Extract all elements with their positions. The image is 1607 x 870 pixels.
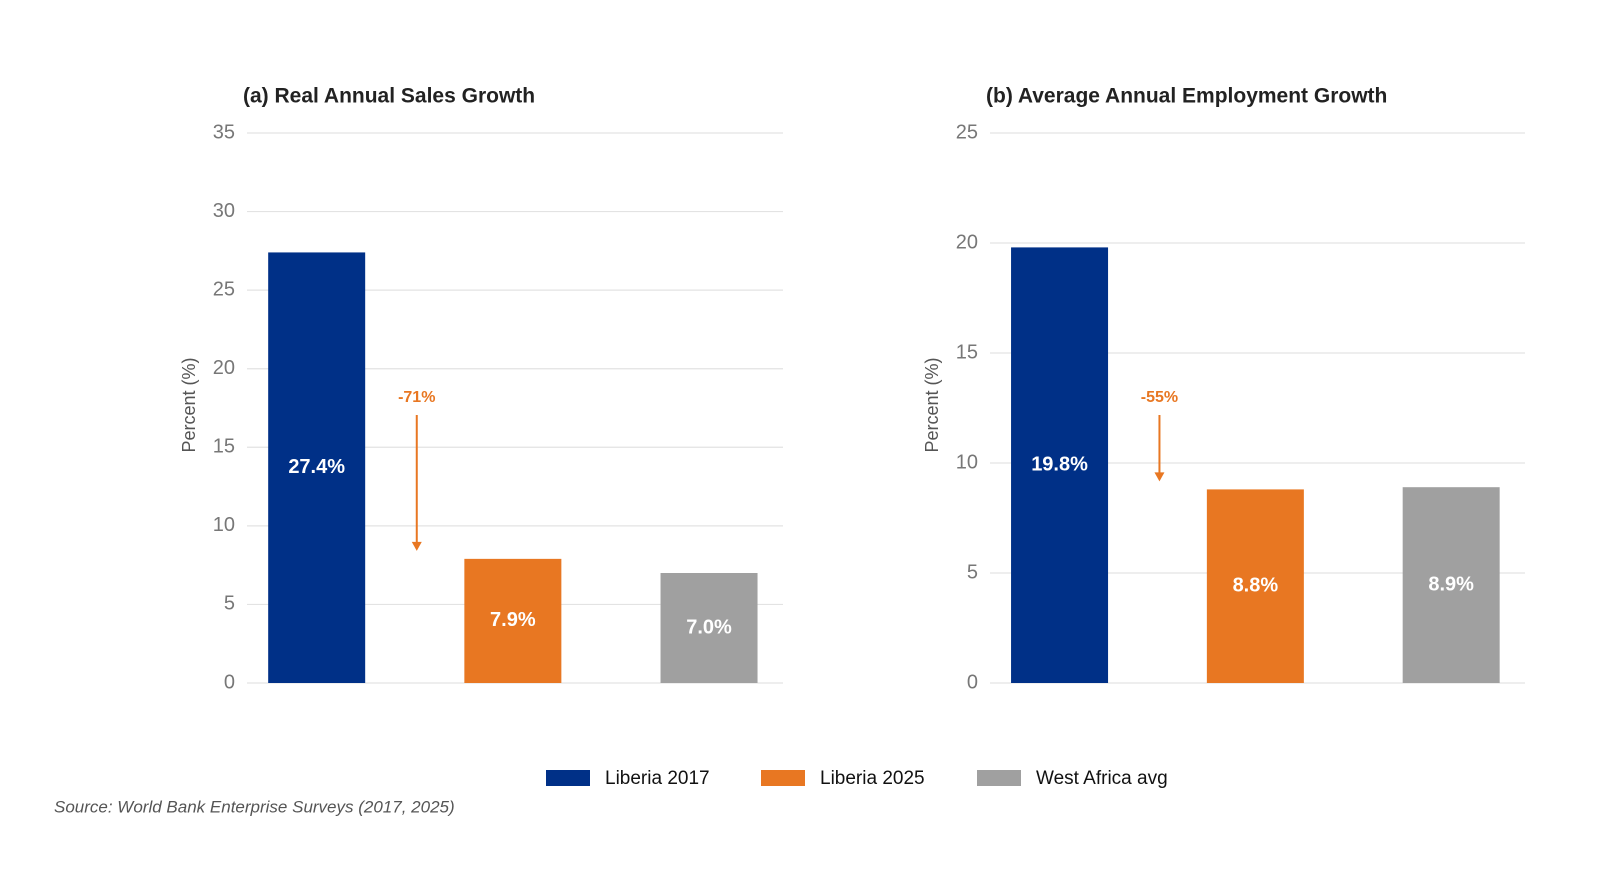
annotation: -71% — [398, 389, 435, 406]
value-label: 7.0% — [686, 616, 732, 638]
y-tick-label: 5 — [224, 593, 235, 615]
y-tick-label: 15 — [213, 436, 235, 458]
y-tick-label: 30 — [213, 200, 235, 222]
y-tick-label: 15 — [956, 341, 978, 363]
legend-label: Liberia 2025 — [820, 768, 925, 789]
value-label: 7.9% — [490, 609, 536, 631]
chart-title: (b) Average Annual Employment Growth — [986, 85, 1387, 108]
value-label: 8.9% — [1428, 573, 1474, 595]
y-tick-label: 25 — [956, 121, 978, 143]
y-tick-label: 10 — [213, 514, 235, 536]
y-axis-label: Percent (%) — [922, 357, 942, 452]
bar — [660, 573, 758, 683]
source-note: Source: World Bank Enterprise Surveys (2… — [54, 797, 455, 816]
y-tick-label: 5 — [967, 561, 978, 583]
legend-label: Liberia 2017 — [605, 768, 710, 789]
legend-swatch — [546, 770, 590, 786]
y-tick-label: 25 — [213, 278, 235, 300]
y-axis-label: Percent (%) — [179, 357, 199, 452]
value-label: 19.8% — [1031, 453, 1088, 475]
value-label: 27.4% — [288, 456, 345, 478]
y-tick-label: 0 — [224, 671, 235, 693]
y-tick-label: 35 — [213, 121, 235, 143]
value-label: 8.8% — [1233, 574, 1279, 596]
bar — [1011, 247, 1109, 683]
bar — [464, 558, 562, 683]
annotation-arrowhead — [1154, 472, 1165, 482]
bar — [268, 252, 366, 683]
y-tick-label: 20 — [213, 357, 235, 379]
legend-label: West Africa avg — [1036, 768, 1168, 789]
chart-title: (a) Real Annual Sales Growth — [243, 85, 535, 108]
bar — [1206, 489, 1304, 683]
bar — [1402, 487, 1500, 683]
annotation: -55% — [1141, 389, 1178, 406]
legend-swatch — [977, 770, 1021, 786]
y-tick-label: 10 — [956, 451, 978, 473]
y-tick-label: 20 — [956, 231, 978, 253]
y-tick-label: 0 — [967, 671, 978, 693]
annotation-arrowhead — [411, 541, 422, 551]
legend-swatch — [761, 770, 805, 786]
